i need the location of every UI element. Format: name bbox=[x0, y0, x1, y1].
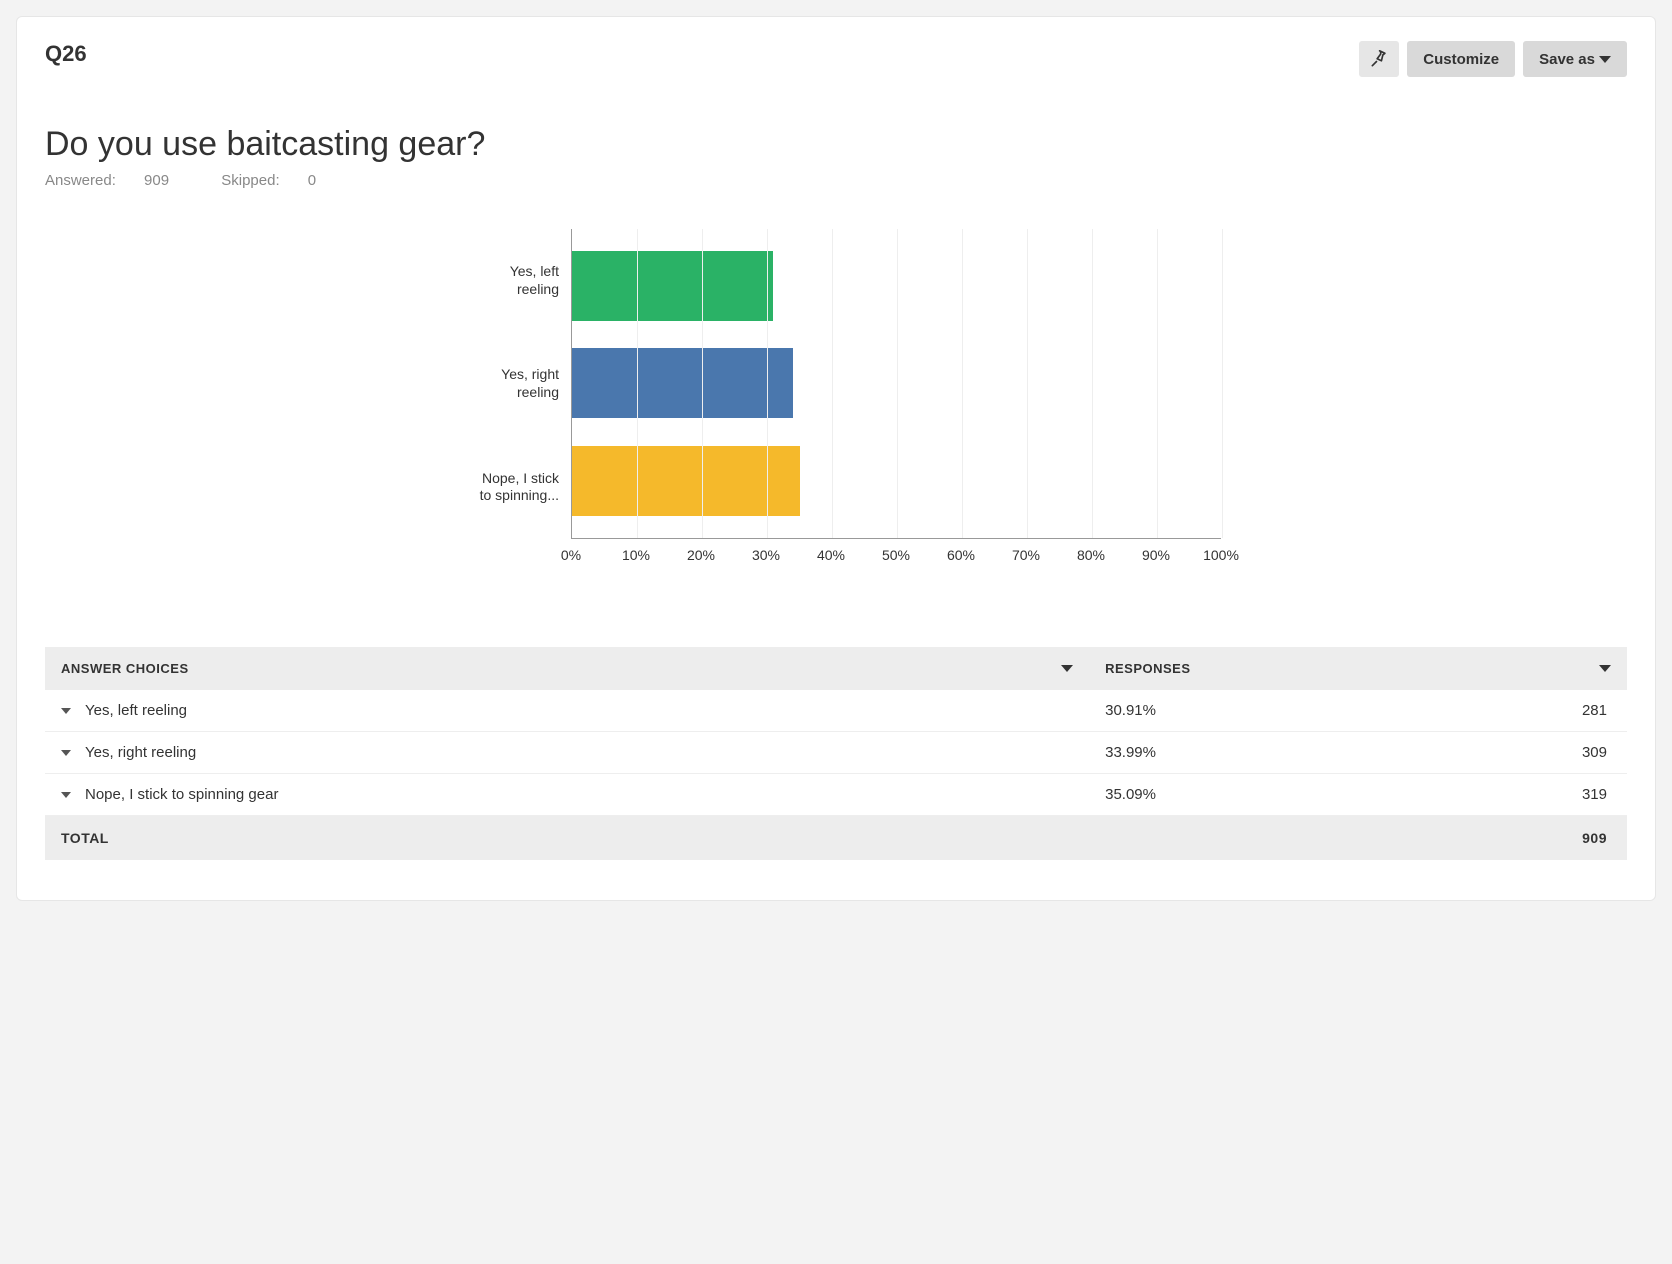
pin-icon bbox=[1369, 49, 1389, 69]
card-header: Q26 Customize Save as bbox=[45, 41, 1627, 77]
disclosure-triangle-icon[interactable] bbox=[61, 792, 71, 798]
x-axis-tick: 100% bbox=[1203, 547, 1239, 563]
gridline bbox=[832, 229, 833, 538]
x-axis-labels: 0%10%20%30%40%50%60%70%80%90%100% bbox=[571, 547, 1221, 567]
x-axis-tick: 50% bbox=[882, 547, 910, 563]
x-axis-tick: 70% bbox=[1012, 547, 1040, 563]
customize-button-label: Customize bbox=[1423, 51, 1499, 68]
x-axis-tick: 10% bbox=[622, 547, 650, 563]
gridline bbox=[1222, 229, 1223, 538]
gridline bbox=[767, 229, 768, 538]
answer-label: Yes, left reeling bbox=[85, 702, 187, 719]
y-axis-labels: Yes, leftreeling Yes, rightreeling Nope, I… bbox=[451, 229, 571, 539]
answer-cell: Yes, right reeling bbox=[45, 732, 1089, 774]
y-axis-label: Yes, rightreeling bbox=[501, 366, 559, 401]
answered-meta: Answered: 909 bbox=[45, 172, 197, 189]
y-axis-label: Nope, I stickto spinning... bbox=[480, 470, 559, 505]
count-cell: 319 bbox=[1399, 774, 1627, 816]
x-axis-tick: 20% bbox=[687, 547, 715, 563]
total-label: TOTAL bbox=[45, 816, 1089, 861]
chart-bar[interactable] bbox=[572, 251, 773, 321]
count-cell: 309 bbox=[1399, 732, 1627, 774]
x-axis-tick: 40% bbox=[817, 547, 845, 563]
chart-plot-area bbox=[571, 229, 1221, 539]
x-axis-tick: 90% bbox=[1142, 547, 1170, 563]
table-row[interactable]: Yes, right reeling 33.99%309 bbox=[45, 732, 1627, 774]
answer-label: Nope, I stick to spinning gear bbox=[85, 786, 278, 803]
save-as-button-label: Save as bbox=[1539, 51, 1595, 68]
percent-cell: 35.09% bbox=[1089, 774, 1399, 816]
x-axis-tick: 60% bbox=[947, 547, 975, 563]
question-code: Q26 bbox=[45, 41, 87, 67]
x-axis-tick: 30% bbox=[752, 547, 780, 563]
count-cell: 281 bbox=[1399, 690, 1627, 732]
col-responses[interactable]: RESPONSES bbox=[1089, 647, 1627, 690]
pin-button[interactable] bbox=[1359, 41, 1399, 77]
answer-cell: Nope, I stick to spinning gear bbox=[45, 774, 1089, 816]
question-card: Q26 Customize Save as Do you use baitcas… bbox=[16, 16, 1656, 901]
sort-caret-icon bbox=[1599, 665, 1611, 672]
table-row[interactable]: Yes, left reeling 30.91%281 bbox=[45, 690, 1627, 732]
answer-label: Yes, right reeling bbox=[85, 744, 196, 761]
results-table: ANSWER CHOICES RESPONSES Yes, left reeli… bbox=[45, 647, 1627, 860]
customize-button[interactable]: Customize bbox=[1407, 41, 1515, 77]
save-as-button[interactable]: Save as bbox=[1523, 41, 1627, 77]
x-axis-tick: 80% bbox=[1077, 547, 1105, 563]
percent-cell: 33.99% bbox=[1089, 732, 1399, 774]
gridline bbox=[1027, 229, 1028, 538]
table-row[interactable]: Nope, I stick to spinning gear 35.09%319 bbox=[45, 774, 1627, 816]
bar-chart: Yes, leftreeling Yes, rightreeling Nope, I… bbox=[451, 229, 1221, 567]
disclosure-triangle-icon[interactable] bbox=[61, 708, 71, 714]
gridline bbox=[702, 229, 703, 538]
gridline bbox=[1157, 229, 1158, 538]
gridline bbox=[897, 229, 898, 538]
total-count: 909 bbox=[1399, 816, 1627, 861]
y-axis-label: Yes, leftreeling bbox=[510, 263, 559, 298]
chart-container: Yes, leftreeling Yes, rightreeling Nope, I… bbox=[45, 229, 1627, 567]
chart-bar[interactable] bbox=[572, 348, 793, 418]
answer-cell: Yes, left reeling bbox=[45, 690, 1089, 732]
chart-bar[interactable] bbox=[572, 446, 800, 516]
caret-down-icon bbox=[1599, 56, 1611, 63]
col-answer-choices[interactable]: ANSWER CHOICES bbox=[45, 647, 1089, 690]
gridline bbox=[1092, 229, 1093, 538]
disclosure-triangle-icon[interactable] bbox=[61, 750, 71, 756]
question-title: Do you use baitcasting gear? bbox=[45, 125, 1627, 164]
header-actions: Customize Save as bbox=[1359, 41, 1627, 77]
percent-cell: 30.91% bbox=[1089, 690, 1399, 732]
skipped-meta: Skipped: 0 bbox=[221, 172, 340, 189]
gridline bbox=[637, 229, 638, 538]
gridline bbox=[962, 229, 963, 538]
sort-caret-icon bbox=[1061, 665, 1073, 672]
response-meta: Answered: 909 Skipped: 0 bbox=[45, 172, 1627, 189]
x-axis-tick: 0% bbox=[561, 547, 581, 563]
